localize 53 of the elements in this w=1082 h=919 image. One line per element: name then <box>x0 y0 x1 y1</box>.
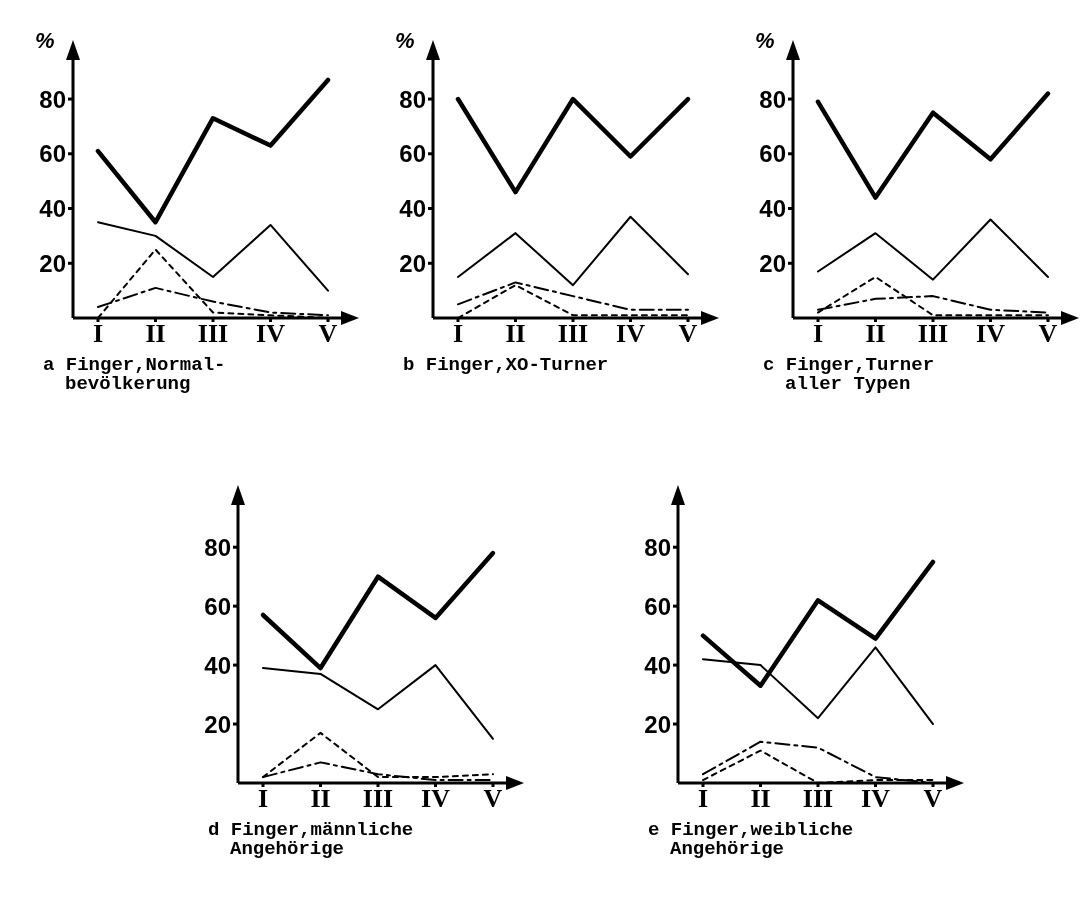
x-tick-label: V <box>923 784 943 814</box>
y-tick-label: 20 <box>204 710 231 738</box>
text: a Finger,Normal- bevölkerung <box>43 354 226 395</box>
x-tick-label: V <box>318 319 338 349</box>
y-tick-label: 80 <box>644 533 671 561</box>
y-axis-title: % <box>395 28 415 54</box>
text: e Finger,weibliche Angehörige <box>648 819 854 860</box>
y-tick-label: 20 <box>39 249 66 277</box>
y-tick-label: 60 <box>39 140 66 168</box>
x-tick-label: II <box>865 319 886 349</box>
text: d Finger,männliche Angehörige <box>208 819 414 860</box>
y-tick-label: 40 <box>759 195 786 223</box>
x-tick-label: I <box>92 319 104 349</box>
y-tick-label: 20 <box>644 710 671 738</box>
x-tick-label: II <box>145 319 166 349</box>
text: c Finger,Turner aller Typen <box>763 354 935 395</box>
x-tick-label: III <box>362 784 394 814</box>
y-tick-label: 40 <box>39 195 66 223</box>
x-tick-label: IV <box>256 319 286 349</box>
y-tick-label: 20 <box>399 249 426 277</box>
y-tick-label: 60 <box>759 140 786 168</box>
x-tick-label: I <box>697 784 709 814</box>
x-tick-label: III <box>802 784 834 814</box>
y-tick-label: 40 <box>644 651 671 679</box>
y-tick-label: 60 <box>399 140 426 168</box>
text: b Finger,XO-Turner <box>403 354 609 376</box>
x-tick-label: I <box>257 784 269 814</box>
x-tick-label: I <box>812 319 824 349</box>
y-tick-label: 60 <box>204 592 231 620</box>
x-tick-label: II <box>505 319 526 349</box>
x-tick-label: IV <box>976 319 1006 349</box>
y-tick-label: 80 <box>399 85 426 113</box>
x-tick-label: III <box>917 319 949 349</box>
x-tick-label: V <box>1038 319 1058 349</box>
y-tick-label: 80 <box>204 533 231 561</box>
y-tick-label: 60 <box>644 592 671 620</box>
x-tick-label: V <box>678 319 698 349</box>
y-axis-title: % <box>755 28 775 54</box>
x-tick-label: III <box>197 319 229 349</box>
x-tick-label: II <box>750 784 771 814</box>
x-tick-label: IV <box>421 784 451 814</box>
x-tick-label: II <box>310 784 331 814</box>
x-tick-label: IV <box>861 784 891 814</box>
x-tick-label: V <box>483 784 503 814</box>
y-tick-label: 80 <box>759 85 786 113</box>
x-tick-label: IV <box>616 319 646 349</box>
x-tick-label: III <box>557 319 589 349</box>
y-tick-label: 40 <box>204 651 231 679</box>
y-tick-label: 20 <box>759 249 786 277</box>
y-axis-title: % <box>35 28 55 54</box>
x-tick-label: I <box>452 319 464 349</box>
y-tick-label: 40 <box>399 195 426 223</box>
y-tick-label: 80 <box>39 85 66 113</box>
